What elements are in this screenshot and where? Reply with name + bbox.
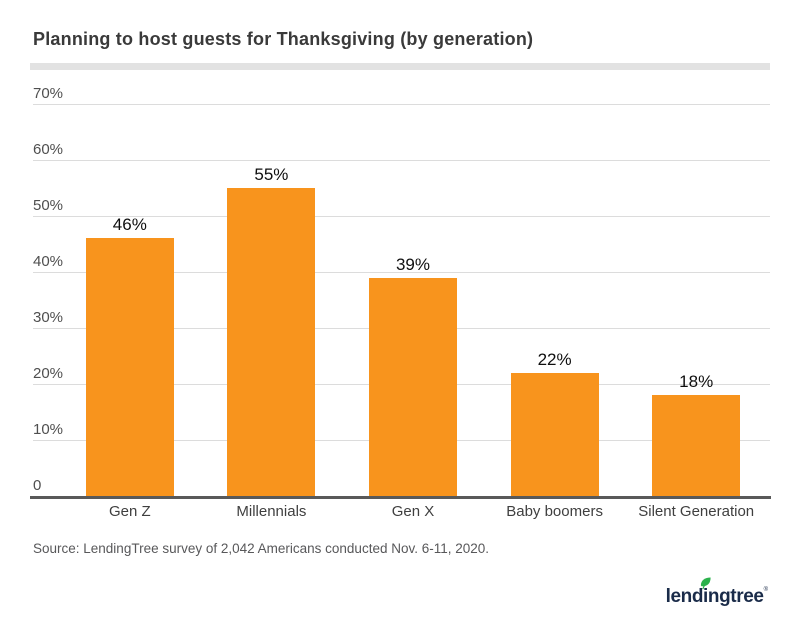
y-axis-tick-label: 30% <box>33 309 64 326</box>
y-axis-tick-label: 40% <box>33 253 64 270</box>
bar-millennials <box>227 188 316 496</box>
source-note: Source: LendingTree survey of 2,042 Amer… <box>33 541 490 556</box>
bar-gen-z <box>85 238 174 496</box>
bar-value-label: 39% <box>395 254 430 274</box>
bar-value-label: 18% <box>679 372 714 392</box>
gridline <box>33 216 770 217</box>
title-divider <box>30 63 770 70</box>
leaf-icon <box>700 577 711 590</box>
gridline <box>33 272 770 273</box>
lendingtree-logo: lendingtree® <box>665 577 768 609</box>
y-axis-tick-label: 0 <box>33 477 42 494</box>
y-axis-tick-label: 10% <box>33 421 64 438</box>
gridline <box>33 160 770 161</box>
x-axis-category-label: Millennials <box>236 503 307 520</box>
bar-value-label: 46% <box>112 215 147 235</box>
gridline <box>33 104 770 105</box>
bar-baby-boomers <box>510 372 599 496</box>
lendingtree-logo-text: lendingtree <box>665 586 764 607</box>
x-axis-category-label: Gen X <box>391 503 435 520</box>
chart-title: Planning to host guests for Thanksgiving… <box>33 29 534 49</box>
bar-value-label: 22% <box>537 349 572 369</box>
x-axis-category-label: Baby boomers <box>506 503 603 520</box>
x-axis-line <box>30 496 771 499</box>
y-axis-tick-label: 70% <box>33 85 64 102</box>
registered-trademark: ® <box>763 587 768 593</box>
bar-gen-x <box>369 277 457 496</box>
y-axis-tick-label: 50% <box>33 197 64 214</box>
bar-silent-generation <box>652 395 741 496</box>
x-axis-category-label: Gen Z <box>108 503 151 520</box>
y-axis-tick-label: 60% <box>33 141 64 158</box>
y-axis-tick-label: 20% <box>33 365 64 382</box>
x-axis-category-label: Silent Generation <box>638 503 755 520</box>
bar-value-label: 55% <box>254 165 289 184</box>
